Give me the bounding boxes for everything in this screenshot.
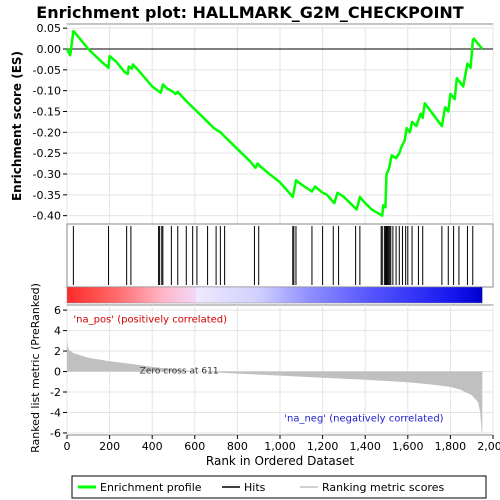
legend-label-ranking-metric: Ranking metric scores bbox=[322, 481, 444, 494]
hits-panel bbox=[66, 223, 494, 304]
es-y-axis: 0.05 0.00 -0.05 -0.10 -0.15 -0.20 -0.25 -0.30 -0… bbox=[33, 22, 67, 223]
x-axis: 0 200 400 600 800 1,000 1,200 1,400 1,600 1,800 2,… bbox=[64, 435, 500, 453]
es-y-axis-label: Enrichment score (ES) bbox=[10, 51, 24, 201]
metric-y-tick-label: 2 bbox=[54, 345, 61, 358]
metric-y-tick-label: -6 bbox=[50, 427, 61, 440]
neg-correlated-label: 'na_neg' (negatively correlated) bbox=[284, 414, 443, 425]
es-y-tick-label: -0.15 bbox=[33, 106, 61, 119]
es-panel: 0.05 0.00 -0.05 -0.10 -0.15 -0.20 -0.25 -0.30 -0… bbox=[10, 22, 494, 225]
x-tick-label: 1,000 bbox=[264, 440, 296, 453]
zero-cross-label: Zero cross at 611 bbox=[140, 367, 219, 377]
x-tick-label: 1,400 bbox=[349, 440, 381, 453]
heatmap-fill bbox=[67, 287, 483, 303]
metric-y-axis-label: Ranked list metric (PreRanked) bbox=[29, 283, 42, 453]
x-tick-label: 1,200 bbox=[307, 440, 339, 453]
x-tick-label: 1,600 bbox=[392, 440, 424, 453]
x-tick-label: 800 bbox=[227, 440, 248, 453]
x-tick-label: 400 bbox=[142, 440, 163, 453]
es-y-tick-label: -0.40 bbox=[33, 210, 61, 223]
pos-correlated-label: 'na_pos' (positively correlated) bbox=[73, 314, 227, 325]
es-y-tick-label: -0.35 bbox=[33, 189, 61, 202]
x-tick-label: 200 bbox=[99, 440, 120, 453]
metric-y-tick-label: -2 bbox=[50, 386, 61, 399]
enrichment-profile-line bbox=[65, 29, 484, 217]
es-y-tick-label: -0.10 bbox=[33, 85, 61, 98]
hit-markers bbox=[72, 226, 474, 285]
x-tick-label: 2,000 bbox=[477, 440, 500, 453]
heatmap-border bbox=[66, 286, 483, 304]
es-y-tick-label: 0.00 bbox=[37, 43, 62, 56]
es-gridlines bbox=[66, 24, 494, 224]
es-y-tick-label: -0.30 bbox=[33, 168, 61, 181]
legend: Enrichment profile Hits Ranking metric s… bbox=[71, 475, 487, 499]
x-axis-label: Rank in Ordered Dataset bbox=[206, 454, 354, 468]
legend-label-hits: Hits bbox=[244, 481, 266, 494]
x-tick-label: 600 bbox=[184, 440, 205, 453]
es-y-tick-label: 0.05 bbox=[37, 22, 62, 35]
metric-y-tick-label: 6 bbox=[54, 304, 61, 317]
legend-label-enrichment-profile: Enrichment profile bbox=[100, 481, 202, 494]
metric-y-tick-label: 4 bbox=[54, 325, 61, 338]
es-y-tick-label: -0.05 bbox=[33, 64, 61, 77]
chart-title: Enrichment plot: HALLMARK_G2M_CHECKPOINT bbox=[36, 3, 464, 22]
metric-y-tick-label: 0 bbox=[54, 366, 61, 379]
legend-box bbox=[71, 475, 487, 499]
metric-y-axis: 6 4 2 0 -2 -4 -6 bbox=[50, 304, 67, 440]
metric-y-tick-label: -4 bbox=[50, 406, 61, 419]
rank-heatmap-bar bbox=[66, 286, 483, 304]
es-y-tick-label: -0.25 bbox=[33, 147, 61, 160]
hits-panel-frame bbox=[66, 223, 494, 288]
metric-panel: 6 4 2 0 -2 -4 -6 0 200 400 600 800 1,000 1,200 1,400 1… bbox=[29, 283, 500, 468]
x-tick-label: 1,800 bbox=[435, 440, 467, 453]
es-y-tick-label: -0.20 bbox=[33, 126, 61, 139]
x-tick-label: 0 bbox=[64, 440, 71, 453]
